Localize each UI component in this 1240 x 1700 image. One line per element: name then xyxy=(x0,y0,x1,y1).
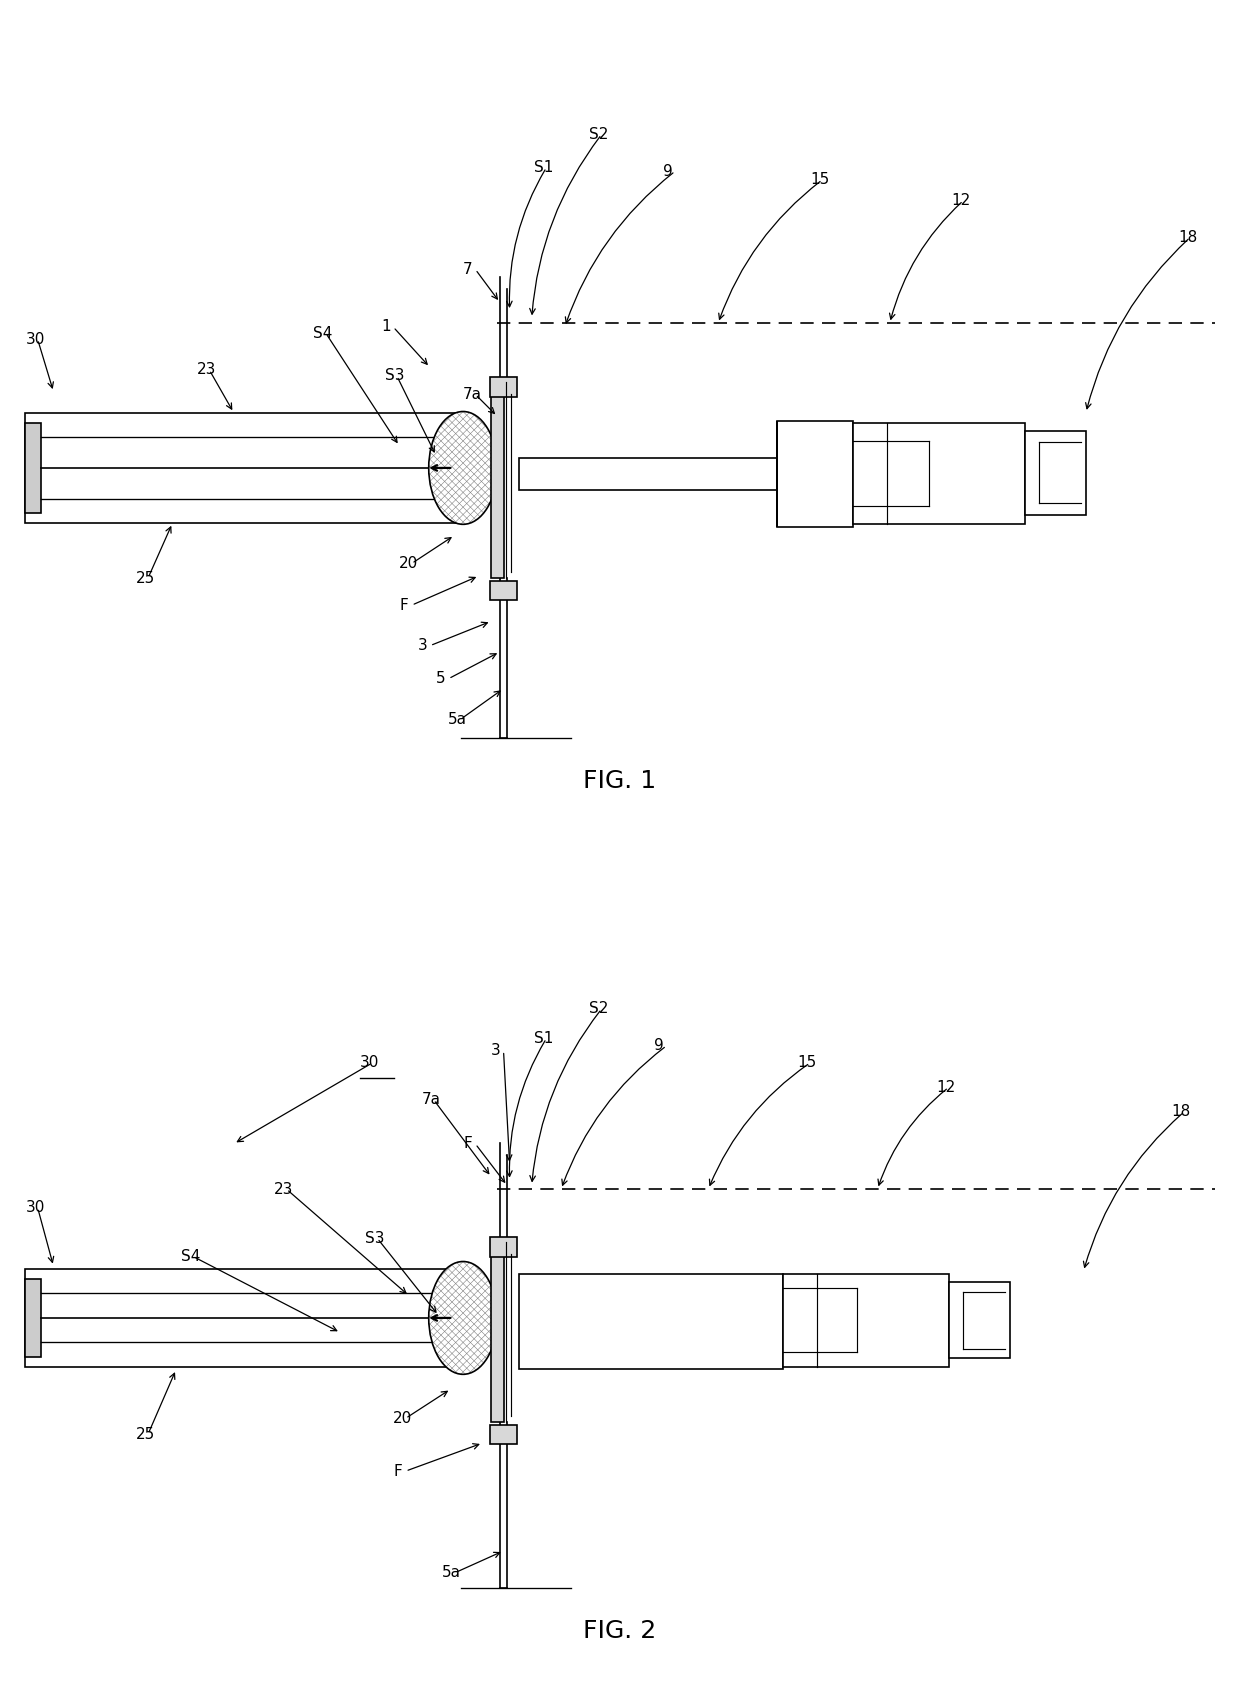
Bar xyxy=(490,581,517,600)
Text: 20: 20 xyxy=(399,556,419,571)
Text: S2: S2 xyxy=(589,1001,609,1017)
Text: F: F xyxy=(399,598,408,612)
Text: 7a: 7a xyxy=(422,1091,440,1107)
Bar xyxy=(25,423,41,513)
Text: F: F xyxy=(463,1136,471,1151)
Bar xyxy=(520,1273,784,1370)
Text: 5a: 5a xyxy=(443,1566,461,1581)
Text: S3: S3 xyxy=(365,1231,384,1246)
Bar xyxy=(25,413,460,524)
Bar xyxy=(491,1248,503,1423)
Text: 1: 1 xyxy=(381,320,391,335)
Text: 30: 30 xyxy=(25,1200,45,1216)
Bar xyxy=(949,1282,1009,1358)
Text: 7: 7 xyxy=(463,262,472,277)
Text: 5a: 5a xyxy=(449,712,467,728)
Text: 12: 12 xyxy=(936,1080,956,1095)
Text: FIG. 2: FIG. 2 xyxy=(583,1618,657,1642)
Text: 30: 30 xyxy=(25,332,45,347)
Text: 15: 15 xyxy=(797,1056,817,1071)
Bar xyxy=(490,1238,517,1256)
Text: 18: 18 xyxy=(1178,230,1197,245)
Text: S2: S2 xyxy=(589,128,609,141)
Text: S3: S3 xyxy=(384,369,404,384)
Text: 12: 12 xyxy=(951,194,971,207)
Bar xyxy=(520,457,777,490)
Text: 20: 20 xyxy=(393,1411,413,1426)
Text: S4: S4 xyxy=(314,325,332,340)
Text: 7a: 7a xyxy=(463,388,482,401)
Text: 5: 5 xyxy=(436,672,445,687)
Text: S1: S1 xyxy=(534,160,553,175)
Bar xyxy=(491,388,503,578)
Bar xyxy=(853,423,1024,524)
Text: S4: S4 xyxy=(181,1250,201,1265)
Text: 25: 25 xyxy=(135,1426,155,1442)
Text: FIG. 1: FIG. 1 xyxy=(584,768,656,792)
Text: 3: 3 xyxy=(491,1044,501,1057)
Text: 23: 23 xyxy=(274,1182,294,1197)
Text: 15: 15 xyxy=(810,172,830,187)
Bar xyxy=(784,1273,949,1367)
Text: 25: 25 xyxy=(135,571,155,586)
Ellipse shape xyxy=(429,1261,497,1374)
Text: 9: 9 xyxy=(655,1039,665,1054)
Text: 23: 23 xyxy=(197,362,216,377)
Bar xyxy=(25,1268,460,1367)
Bar xyxy=(490,377,517,396)
Ellipse shape xyxy=(429,411,497,524)
Bar xyxy=(25,1278,41,1357)
Bar xyxy=(1024,432,1086,515)
Text: S1: S1 xyxy=(534,1030,553,1046)
Text: 9: 9 xyxy=(663,163,672,178)
Bar xyxy=(777,422,853,527)
Text: F: F xyxy=(393,1464,402,1479)
Bar xyxy=(490,1425,517,1445)
Text: 30: 30 xyxy=(360,1056,379,1071)
Text: 18: 18 xyxy=(1172,1105,1190,1119)
Text: 3: 3 xyxy=(418,638,428,653)
